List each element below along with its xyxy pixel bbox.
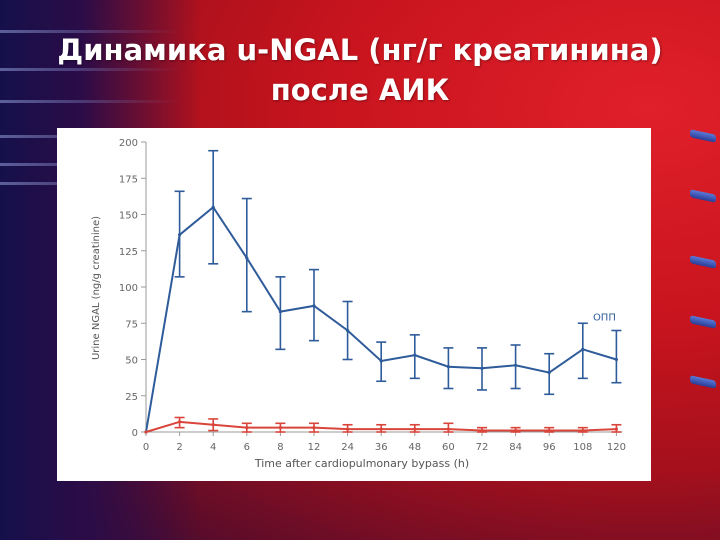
y-tick-label: 150 [119, 211, 138, 222]
data-point [413, 353, 417, 357]
y-tick-label: 175 [119, 174, 138, 185]
x-tick-label: 36 [375, 442, 388, 453]
decorative-tab [690, 255, 716, 269]
background-stripe [0, 68, 180, 71]
y-tick-label: 25 [125, 392, 138, 403]
data-point [346, 328, 350, 333]
x-axis-label: Time after cardiopulmonary bypass (h) [254, 457, 469, 470]
x-tick-label: 2 [176, 442, 182, 453]
data-point [480, 428, 484, 433]
series-label: ОПП [593, 313, 616, 324]
background-stripe [0, 30, 180, 33]
data-point [581, 428, 585, 433]
data-point [446, 427, 450, 431]
data-point [278, 310, 282, 314]
data-point [581, 347, 585, 351]
y-tick-label: 50 [125, 356, 138, 367]
data-point [514, 428, 518, 433]
x-tick-label: 24 [341, 442, 354, 453]
data-point [211, 423, 215, 427]
data-point [144, 430, 148, 434]
data-point [514, 363, 518, 367]
y-tick-label: 0 [132, 428, 138, 439]
y-axis-label: Urine NGAL (ng/g creatinine) [91, 216, 102, 360]
y-tick-label: 125 [119, 247, 138, 258]
data-point [547, 428, 551, 433]
background-stripe [0, 100, 180, 103]
data-point [614, 427, 619, 431]
data-point [245, 256, 249, 260]
data-point [480, 366, 484, 370]
x-tick-label: 48 [408, 442, 421, 453]
data-point [312, 426, 316, 430]
slide-title-line1: Динамика u-NGAL (нг/г креатинина) [57, 33, 663, 67]
decorative-tab [690, 189, 716, 203]
y-tick-label: 100 [119, 283, 138, 294]
data-point [312, 304, 316, 308]
data-point [547, 370, 551, 375]
series-line [145, 205, 617, 433]
y-tick-label: 200 [119, 138, 138, 149]
data-point [446, 365, 450, 369]
chart-series: ОПП [144, 149, 622, 434]
x-tick-label: 8 [277, 442, 283, 453]
slide-title-line2: после АИК [270, 73, 450, 107]
data-point [278, 426, 282, 430]
data-point [379, 427, 383, 431]
x-tick-label: 0 [143, 442, 149, 453]
y-tick-label: 75 [125, 319, 138, 330]
x-tick-label: 120 [607, 442, 626, 453]
data-point [346, 427, 350, 431]
x-tick-label: 72 [476, 442, 489, 453]
x-tick-label: 84 [509, 442, 522, 453]
data-point [379, 359, 383, 363]
x-tick-label: 6 [244, 442, 250, 453]
data-point [245, 426, 249, 430]
decorative-tab [690, 129, 716, 143]
x-tick-label: 108 [573, 442, 592, 453]
slide-title: Динамика u-NGAL (нг/г креатинина) после … [0, 30, 720, 110]
series-group [144, 416, 622, 434]
x-tick-label: 96 [543, 442, 556, 453]
decorative-tab [690, 315, 716, 329]
x-tick-label: 12 [308, 442, 321, 453]
data-point [413, 427, 417, 431]
decorative-tab [690, 375, 716, 389]
data-point [178, 420, 182, 424]
data-point [614, 357, 619, 362]
x-tick-label: 4 [210, 442, 216, 453]
data-point [178, 233, 182, 237]
x-tick-label: 60 [442, 442, 455, 453]
series-group: ОПП [144, 149, 622, 434]
chart-panel: 0 25 50 75 100 125 150 175 200 0 2 4 6 8 12 24 36 48 60 72 8… [57, 128, 651, 481]
data-point [211, 205, 215, 209]
